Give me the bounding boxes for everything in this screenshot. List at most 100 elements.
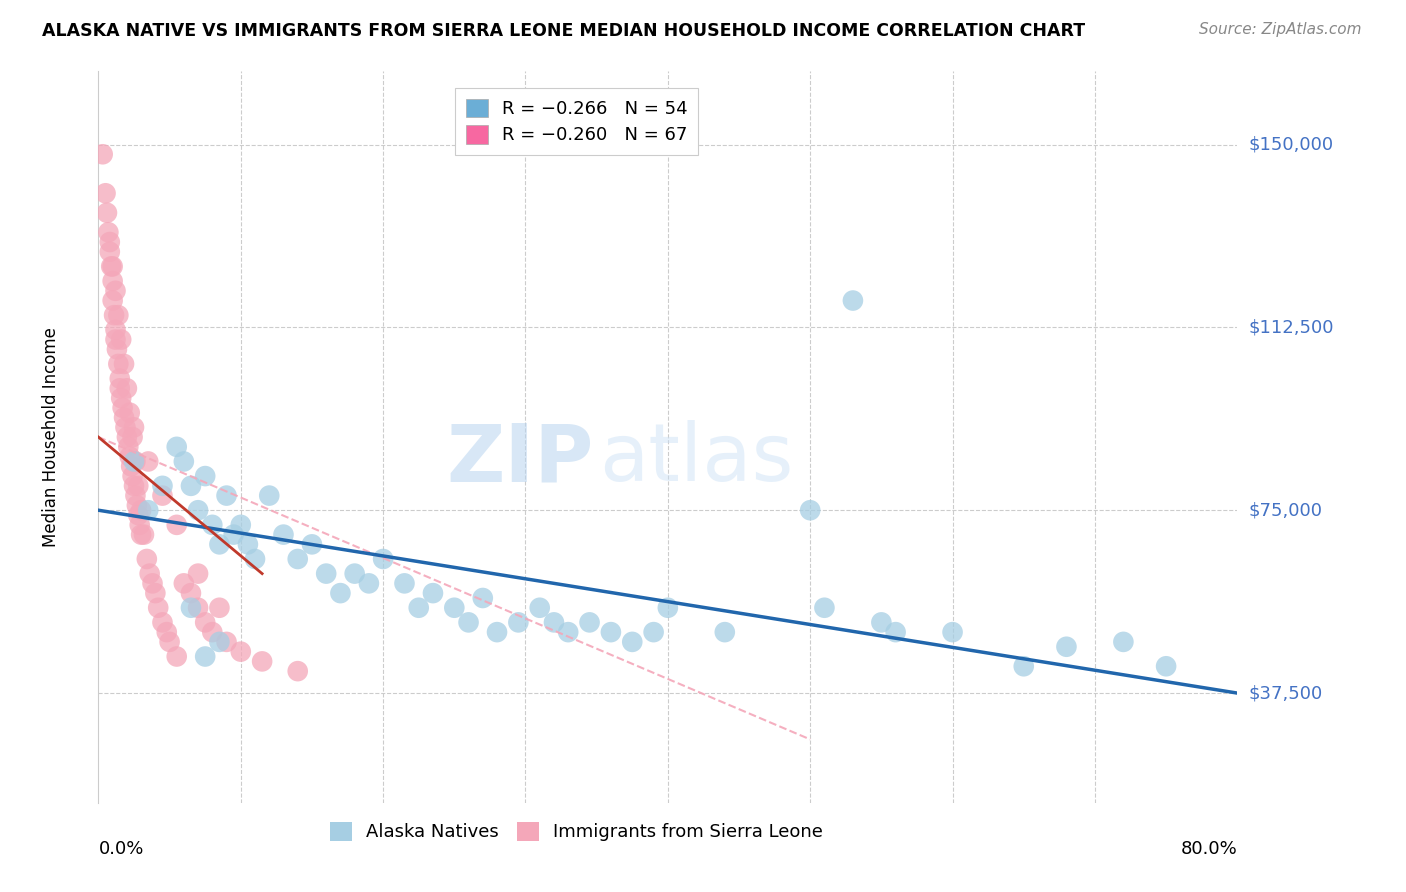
Point [104,333,127,347]
Point [471,591,494,605]
Point [287,664,309,678]
Point [508,615,530,630]
Point [98,235,121,249]
Point [118,406,141,420]
Point [187,600,209,615]
Point [173,454,195,468]
Point [557,625,579,640]
Point [187,503,209,517]
Text: $112,500: $112,500 [1249,318,1334,336]
Point [408,600,430,615]
Point [100,260,122,274]
Point [97,225,120,239]
Point [112,357,135,371]
Point [166,517,188,532]
Text: $37,500: $37,500 [1249,684,1323,702]
Point [813,600,835,615]
Point [657,600,679,615]
Point [208,635,231,649]
Point [229,645,252,659]
Point [394,576,416,591]
Point [124,489,146,503]
Point [166,440,188,454]
Point [187,566,209,581]
Point [120,459,142,474]
Point [129,503,152,517]
Point [103,308,125,322]
Point [122,454,145,468]
Point [173,576,195,591]
Text: Source: ZipAtlas.com: Source: ZipAtlas.com [1198,22,1361,37]
Point [121,430,143,444]
Point [141,576,163,591]
Point [152,479,174,493]
Point [101,293,124,308]
Point [422,586,444,600]
Point [329,586,352,600]
Point [105,343,128,357]
Point [1112,635,1135,649]
Point [208,600,231,615]
Point [301,537,323,551]
Point [135,552,157,566]
Point [127,508,149,522]
Text: 0.0%: 0.0% [98,840,143,858]
Point [91,147,114,161]
Point [315,566,337,581]
Point [110,333,132,347]
Point [98,244,121,259]
Point [115,381,138,395]
Point [194,615,217,630]
Point [125,499,148,513]
Point [148,600,170,615]
Point [108,381,131,395]
Point [159,635,181,649]
Point [156,625,179,640]
Legend: Alaska Natives, Immigrants from Sierra Leone: Alaska Natives, Immigrants from Sierra L… [323,814,831,848]
Text: atlas: atlas [599,420,794,498]
Point [145,586,167,600]
Point [118,450,141,464]
Point [942,625,965,640]
Point [111,401,134,415]
Point [152,489,174,503]
Point [250,654,273,668]
Point [229,517,252,532]
Point [222,527,245,541]
Point [273,527,295,541]
Point [1012,659,1035,673]
Point [128,517,150,532]
Point [121,469,143,483]
Text: $150,000: $150,000 [1249,136,1334,153]
Point [112,410,135,425]
Point [115,430,138,444]
Point [543,615,565,630]
Point [138,566,160,581]
Point [107,308,129,322]
Point [799,503,821,517]
Point [110,391,132,405]
Point [1056,640,1078,654]
Point [259,489,281,503]
Point [94,186,117,201]
Point [201,625,224,640]
Point [208,537,231,551]
Point [287,552,309,566]
Point [107,357,129,371]
Point [122,420,145,434]
Point [529,600,551,615]
Point [122,479,145,493]
Point [215,635,238,649]
Point [104,323,127,337]
Point [114,420,136,434]
Text: 80.0%: 80.0% [1181,840,1237,858]
Point [127,479,149,493]
Point [643,625,665,640]
Point [842,293,865,308]
Text: $75,000: $75,000 [1249,501,1323,519]
Point [243,552,266,566]
Point [129,527,152,541]
Point [457,615,479,630]
Point [578,615,600,630]
Point [108,371,131,385]
